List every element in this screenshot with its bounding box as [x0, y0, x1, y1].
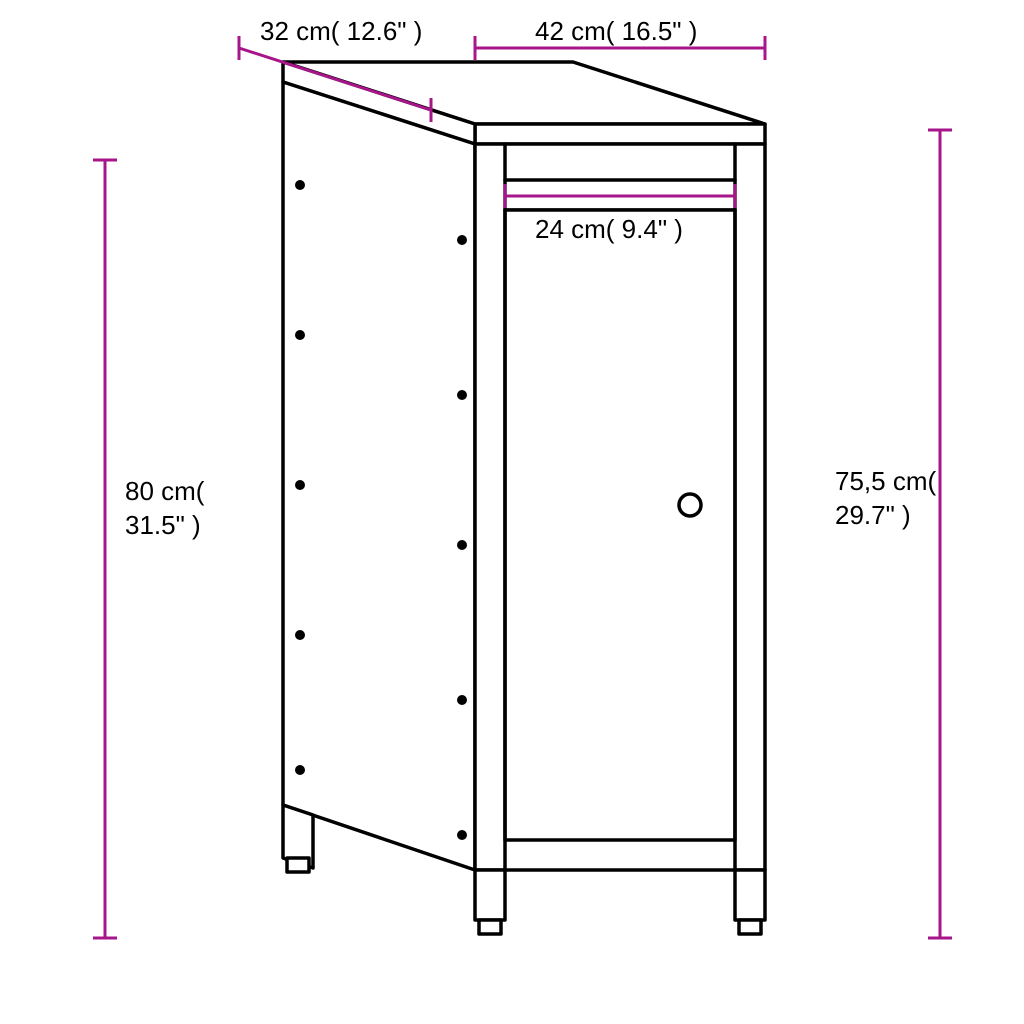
dim-height-body-line1: 75,5 cm( [835, 466, 936, 496]
svg-text:80 cm( 31.5" ): 80 cm( 31.5" ) [125, 476, 212, 540]
dim-height-full-line2: 31.5" ) [125, 510, 201, 540]
dim-height-full-line1: 80 cm( [125, 476, 205, 506]
dim-door-width-label: 24 cm( 9.4" ) [535, 214, 683, 244]
dim-height-body-line2: 29.7" ) [835, 500, 911, 530]
svg-text:75,5 cm( 29.7" ): 75,5 cm( 29.7" ) [835, 466, 943, 530]
dim-width-label: 42 cm( 16.5" ) [535, 16, 697, 46]
dim-depth-label: 32 cm( 12.6" ) [260, 16, 422, 46]
